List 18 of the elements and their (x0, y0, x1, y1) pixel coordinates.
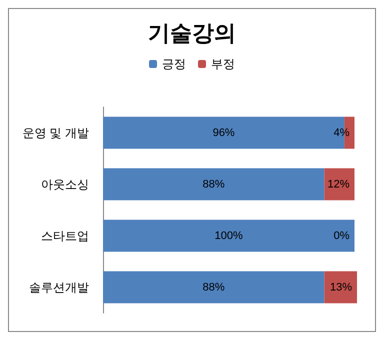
legend-label: 부정 (211, 57, 235, 71)
chart-title: 기술강의 (148, 20, 236, 46)
bar (103, 220, 354, 252)
data-label: 100% (214, 230, 244, 242)
data-label: 13% (330, 281, 352, 294)
y-tick-label: 아웃소싱 (41, 177, 89, 192)
data-label: 88% (202, 178, 225, 190)
y-tick-label: 운영 및 개발 (22, 126, 89, 140)
data-label: 88% (202, 281, 225, 294)
bar (103, 168, 324, 200)
data-label: 12% (327, 178, 350, 190)
bar (324, 271, 357, 304)
y-tick-label: 스타트업 (41, 228, 89, 243)
data-label: 0% (334, 230, 350, 242)
bar (103, 271, 324, 304)
y-tick-label: 솔루션개발 (29, 280, 89, 294)
legend-label: 긍정 (162, 57, 186, 71)
data-label: 96% (212, 126, 235, 139)
